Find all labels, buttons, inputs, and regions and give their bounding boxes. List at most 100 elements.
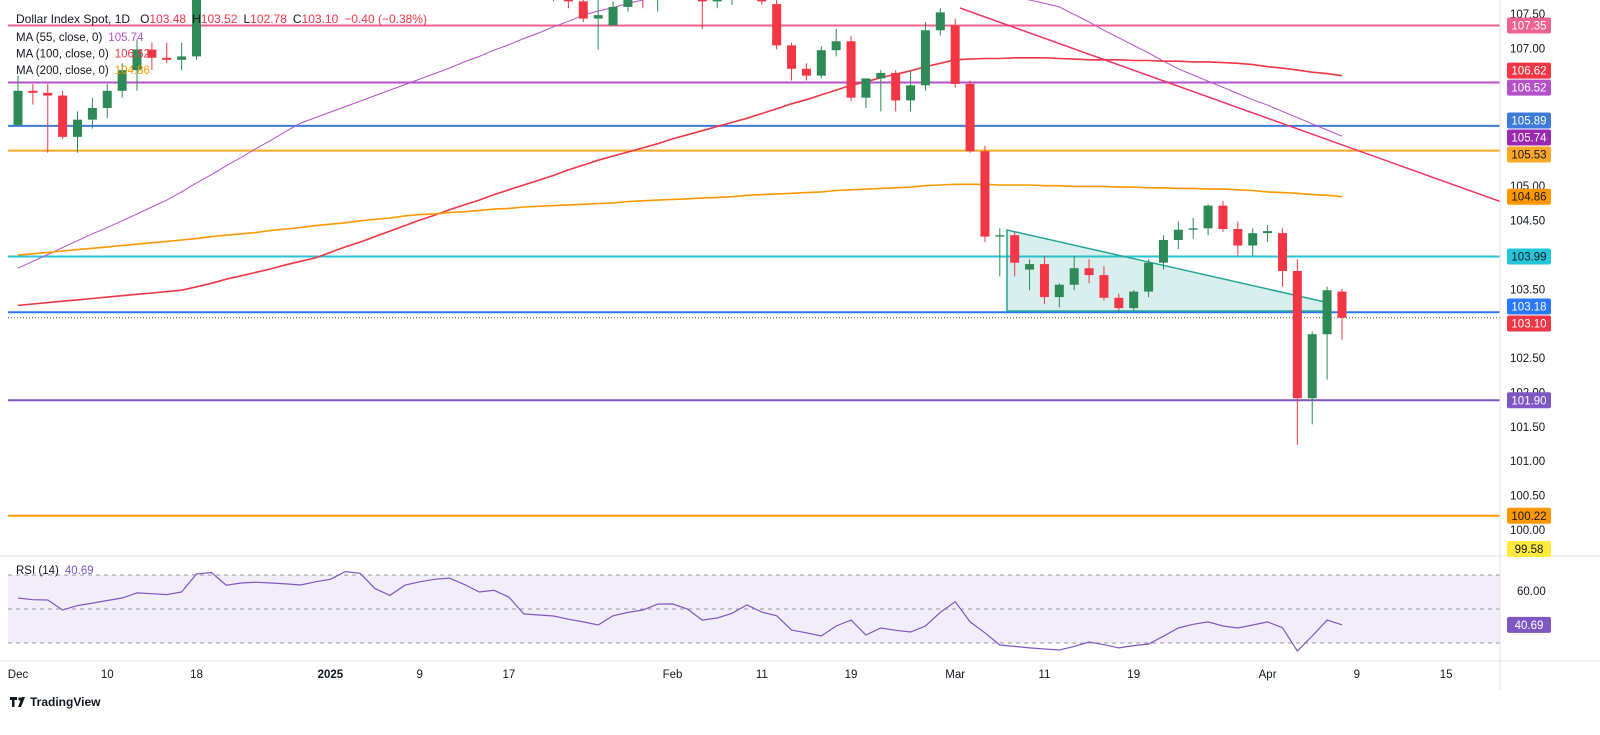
candle-body: [1307, 334, 1317, 399]
price-badge-label: 107.35: [1511, 20, 1546, 32]
price-badge: [1507, 188, 1551, 205]
y-tick-label: 103.50: [1510, 284, 1545, 296]
candle-body: [593, 15, 603, 19]
rsi-badge: [1507, 616, 1551, 633]
candle-body: [712, 0, 722, 2]
candle-body: [1084, 268, 1094, 276]
candle-body: [995, 235, 1005, 237]
candle-body: [801, 68, 811, 76]
candle-body: [980, 151, 990, 237]
candle-body: [1203, 205, 1213, 229]
candle-body: [1248, 233, 1258, 246]
candle-body: [906, 85, 916, 101]
candle-body: [787, 45, 797, 69]
moving-average-line: [17, 183, 1343, 256]
price-badge: [1507, 129, 1551, 146]
rsi-name: RSI (14): [16, 565, 59, 577]
y-tick-label: 102.50: [1510, 353, 1545, 365]
moving-average-line: [17, 0, 1343, 269]
candle-body: [13, 90, 23, 126]
price-pane: [8, 0, 1500, 517]
price-badge: [1507, 507, 1551, 524]
rsi-line: [17, 570, 1343, 652]
candle-body: [1158, 240, 1168, 263]
rsi-legend: RSI (14) 40.69: [16, 565, 94, 577]
x-tick-label: 11: [1038, 669, 1050, 681]
price-badge-label: 99.58: [1515, 544, 1544, 556]
x-tick-label: 9: [1354, 669, 1360, 681]
y-tick-label: 107.00: [1510, 44, 1545, 56]
candle-body: [1054, 284, 1064, 298]
candle-body: [1069, 268, 1079, 285]
price-badge: [1507, 541, 1551, 557]
price-badge-label: 100.22: [1511, 511, 1546, 523]
y-tick-label: 101.00: [1510, 456, 1545, 468]
x-tick-label: 17: [503, 669, 516, 681]
candle-body: [578, 1, 588, 19]
candle-body: [563, 0, 573, 2]
x-tick-label: 2025: [318, 669, 344, 681]
candle-body: [935, 12, 945, 31]
y-tick-label: 104.50: [1510, 215, 1545, 227]
price-badge: [1507, 146, 1551, 163]
x-tick-label: 18: [190, 669, 203, 681]
series-name: MA (200, close, 0): [16, 65, 109, 77]
candle-body: [1144, 262, 1154, 292]
candle-body: [697, 0, 707, 2]
price-badge: [1507, 17, 1551, 34]
price-badge-label: 105.53: [1511, 150, 1546, 162]
candle-body: [192, 0, 202, 57]
ohlc-value: 102.78: [250, 12, 287, 26]
candle-body: [1322, 290, 1332, 335]
price-badge: [1507, 392, 1551, 409]
trend-line: [959, 7, 1500, 203]
candle-body: [772, 4, 782, 46]
chart-legend: Dollar Index Spot, 1D O103.48 H103.52 L102.…: [16, 12, 427, 26]
candle-body: [861, 78, 871, 98]
candle-body: [891, 72, 901, 101]
candle-body: [608, 6, 618, 26]
candle-body: [132, 49, 142, 71]
price-badge-label: 103.18: [1511, 302, 1546, 314]
series-value: 104.86: [115, 65, 150, 77]
price-badge: [1507, 248, 1551, 265]
candle-body: [623, 0, 633, 7]
x-tick-label: Feb: [663, 669, 683, 681]
candle-body: [757, 0, 767, 2]
candle-body: [831, 41, 841, 51]
logo: TradingView: [10, 695, 101, 709]
logo-text: TradingView: [30, 695, 101, 709]
x-tick-label: 9: [416, 669, 422, 681]
price-badge-label: 106.62: [1511, 66, 1546, 78]
candle-body: [816, 50, 826, 76]
x-tick-label: 19: [845, 669, 858, 681]
candle-body: [876, 72, 886, 79]
x-tick-label: 11: [756, 669, 768, 681]
x-tick-label: 10: [101, 669, 114, 681]
price-badge-label: 106.52: [1511, 83, 1546, 95]
candle-body: [1173, 229, 1183, 241]
y-tick-label: 101.50: [1510, 422, 1545, 434]
price-badge-label: 105.89: [1511, 116, 1546, 128]
x-tick-label: 15: [1440, 669, 1453, 681]
series-legend: MA (100, close, 0) 106.62: [16, 49, 150, 61]
candle-body: [1292, 270, 1302, 399]
ohlc-value: 103.48: [149, 12, 186, 26]
price-badge: [1507, 112, 1551, 129]
candle-body: [87, 107, 97, 120]
overlay: 60.0040.69107.50107.00105.00104.50103.50…: [8, 9, 1551, 681]
candle-body: [1188, 228, 1198, 230]
candle-body: [1218, 205, 1228, 230]
candle-body: [117, 70, 127, 91]
x-tick-label: Apr: [1259, 669, 1277, 681]
price-badge-label: 103.99: [1511, 252, 1546, 264]
ohlc-key: C: [293, 12, 302, 26]
candle-body: [950, 25, 960, 84]
price-badge-label: 103.10: [1511, 319, 1546, 331]
candle-body: [1114, 297, 1124, 309]
chart-title: Dollar Index Spot, 1D: [16, 12, 130, 26]
price-badge: [1507, 298, 1551, 315]
